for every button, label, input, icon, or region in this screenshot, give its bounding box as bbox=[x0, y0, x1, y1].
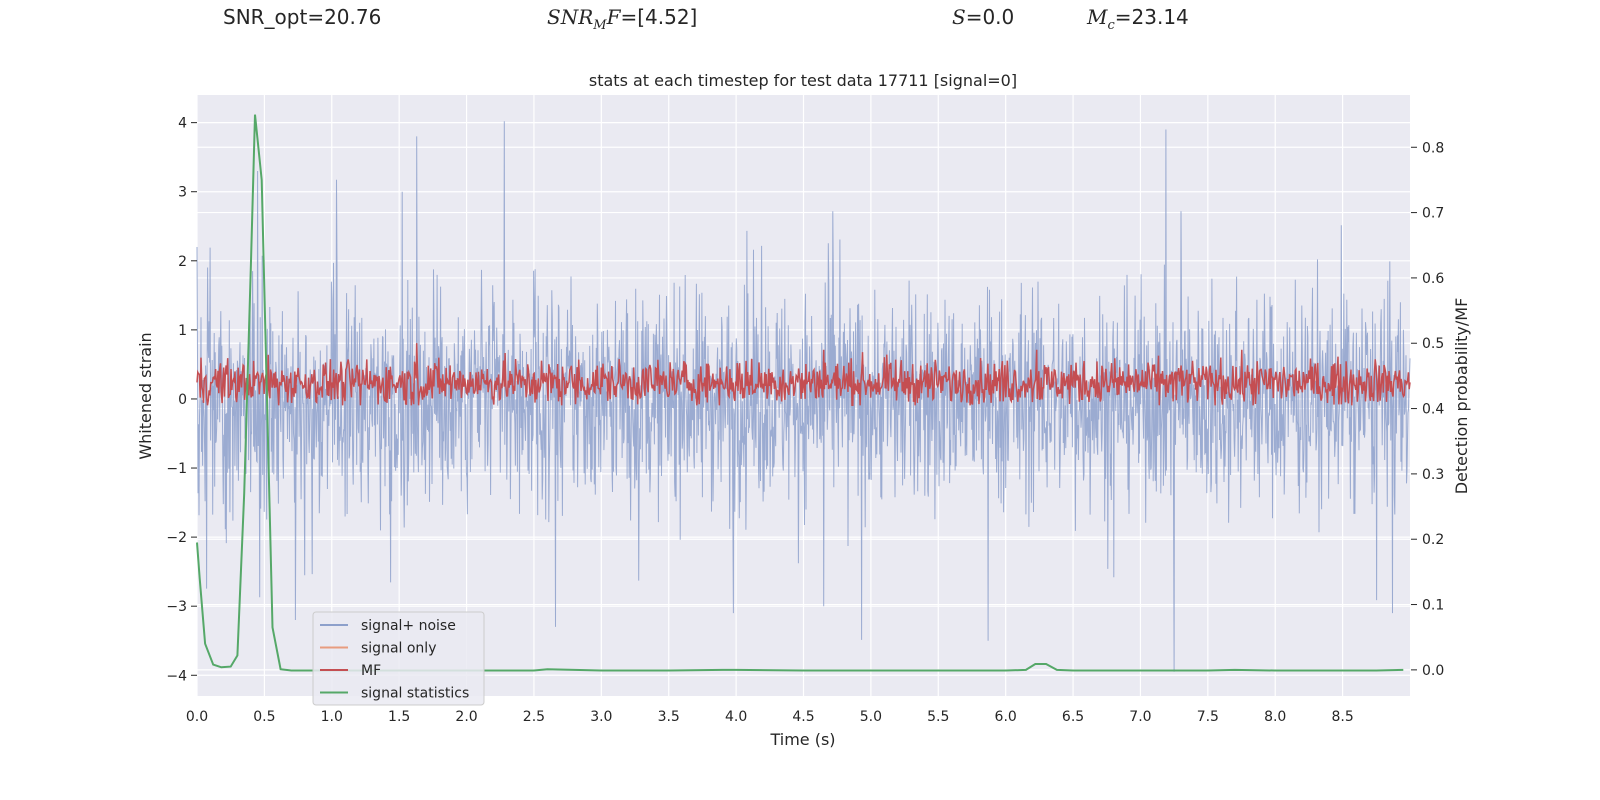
y2-tick-label: 0.2 bbox=[1422, 532, 1444, 548]
series-signal-statistics bbox=[196, 114, 1404, 672]
y-tick-label: −1 bbox=[166, 461, 187, 477]
s-label: S=0.0 bbox=[952, 5, 1015, 29]
y2-tick-label: 0.0 bbox=[1422, 663, 1444, 679]
y-axis-label: Whitened strain bbox=[136, 332, 155, 459]
legend-entry: signal only bbox=[361, 641, 436, 657]
x-tick-label: 1.0 bbox=[321, 709, 343, 725]
y-tick-label: 4 bbox=[178, 116, 187, 132]
y-tick-label: 3 bbox=[178, 185, 187, 201]
y2-tick-label: 0.5 bbox=[1422, 336, 1444, 352]
x-tick-label: 0.0 bbox=[186, 709, 208, 725]
x-tick-label: 3.5 bbox=[658, 709, 680, 725]
snr-mf-label: SNRMF=[4.52] bbox=[547, 5, 698, 33]
y2-tick-label: 0.1 bbox=[1422, 598, 1444, 614]
axes: 0.0 0.5 1.0 1.5 2.0 2.5 3.0 3.5 4.0 4.5 5.0 5.5 6.0 6… bbox=[166, 116, 1444, 725]
series-signal-noise bbox=[196, 121, 1411, 672]
y2-tick-label: 0.7 bbox=[1422, 206, 1444, 222]
y2-tick-label: 0.3 bbox=[1422, 467, 1444, 483]
x-tick-label: 8.5 bbox=[1331, 709, 1353, 725]
x-tick-label: 7.5 bbox=[1197, 709, 1219, 725]
legend-entry: signal+ noise bbox=[361, 618, 456, 634]
series-mf bbox=[196, 343, 1411, 407]
x-axis-label: Time (s) bbox=[769, 730, 835, 749]
y2-tick-label: 0.4 bbox=[1422, 402, 1444, 418]
y-tick-label: 1 bbox=[178, 323, 187, 339]
x-tick-label: 4.0 bbox=[725, 709, 747, 725]
x-tick-label: 5.5 bbox=[927, 709, 949, 725]
series-mf-line bbox=[196, 343, 1411, 407]
x-tick-label: 0.5 bbox=[253, 709, 275, 725]
mc-label: Mc=23.14 bbox=[1087, 5, 1189, 33]
x-tick-label: 6.5 bbox=[1062, 709, 1084, 725]
x-tick-label: 2.0 bbox=[455, 709, 477, 725]
snr-opt-label: SNR_opt=20.76 bbox=[223, 5, 382, 29]
y2-tick-label: 0.8 bbox=[1422, 140, 1444, 156]
x-tick-label: 2.5 bbox=[523, 709, 545, 725]
x-tick-label: 4.5 bbox=[792, 709, 814, 725]
y-tick-label: 0 bbox=[178, 392, 187, 408]
x-tick-label: 3.0 bbox=[590, 709, 612, 725]
series-signal-noise-line bbox=[196, 121, 1411, 672]
x-tick-label: 8.0 bbox=[1264, 709, 1286, 725]
y-tick-label: −2 bbox=[166, 530, 187, 546]
legend-entry: MF bbox=[361, 663, 381, 679]
series-signal-statistics-line bbox=[196, 114, 1404, 672]
x-tick-label: 6.0 bbox=[995, 709, 1017, 725]
x-tick-label: 1.5 bbox=[388, 709, 410, 725]
legend-box bbox=[312, 611, 485, 706]
x-tick-label: 7.0 bbox=[1129, 709, 1151, 725]
chart-title: stats at each timestep for test data 177… bbox=[589, 71, 1017, 90]
y-tick-label: −3 bbox=[166, 599, 187, 615]
y2-tick-label: 0.6 bbox=[1422, 271, 1444, 287]
legend-entry: signal statistics bbox=[361, 686, 469, 702]
y-tick-label: −4 bbox=[166, 668, 187, 684]
legend: signal+ noise signal only MF signal statist… bbox=[312, 611, 485, 706]
y-tick-label: 2 bbox=[178, 254, 187, 270]
y2-axis-label: Detection probability/MF bbox=[1452, 298, 1471, 495]
x-tick-label: 5.0 bbox=[860, 709, 882, 725]
